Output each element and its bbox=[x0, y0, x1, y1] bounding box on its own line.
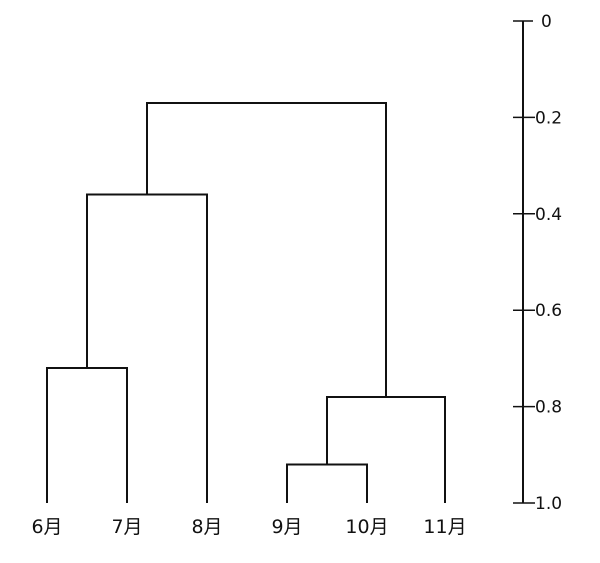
merge-link bbox=[326, 395, 446, 503]
leaf-label: 9月 bbox=[271, 516, 302, 538]
leaf-label: 10月 bbox=[345, 516, 388, 538]
y-tick-label: 1.0 bbox=[535, 494, 562, 514]
y-tick-label: 0.2 bbox=[535, 108, 562, 128]
leaf-label: 8月 bbox=[191, 516, 222, 538]
leaf-label: 7月 bbox=[111, 516, 142, 538]
merge-link bbox=[286, 463, 368, 503]
leaf-label: 11月 bbox=[423, 516, 466, 538]
y-tick-label: 0.6 bbox=[535, 301, 562, 321]
y-tick-label: 0.4 bbox=[535, 205, 562, 225]
leaf-label: 6月 bbox=[31, 516, 62, 538]
y-tick-label: 0.8 bbox=[535, 398, 562, 418]
merge-link bbox=[146, 101, 387, 397]
merge-link bbox=[86, 193, 208, 503]
merge-link bbox=[46, 367, 128, 503]
y-tick-label: 0 bbox=[541, 12, 552, 32]
